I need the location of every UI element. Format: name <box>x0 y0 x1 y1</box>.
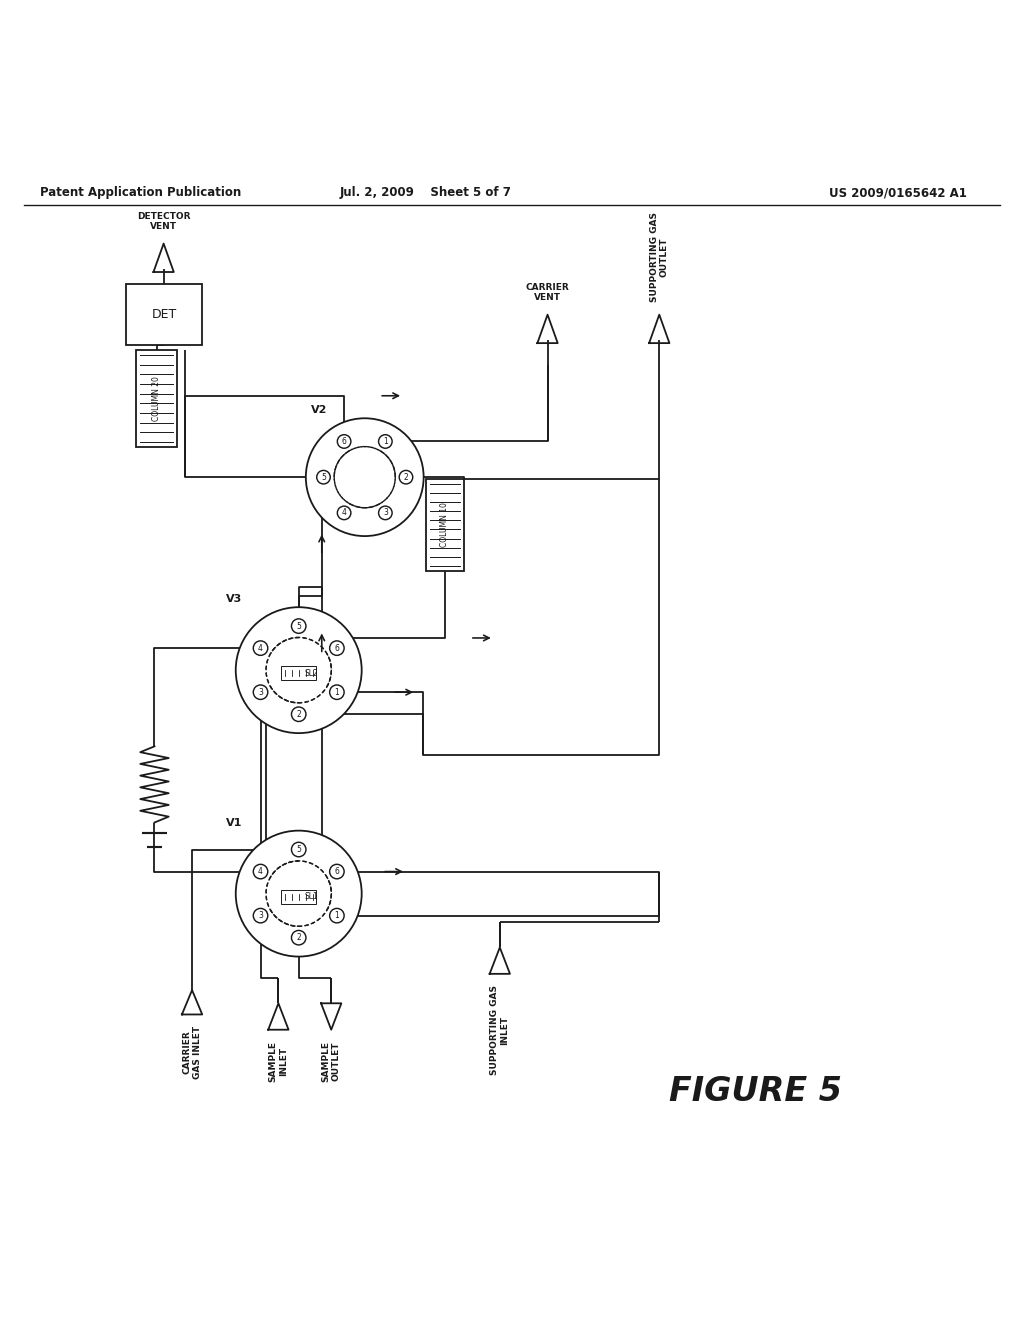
Circle shape <box>292 931 306 945</box>
Text: SUPPORTING GAS
INLET: SUPPORTING GAS INLET <box>490 985 510 1074</box>
Circle shape <box>316 470 331 484</box>
Text: V2: V2 <box>311 405 328 416</box>
Text: 2: 2 <box>296 933 301 942</box>
Circle shape <box>253 642 268 655</box>
Text: CARRIER
GAS INLET: CARRIER GAS INLET <box>182 1026 202 1078</box>
Circle shape <box>292 619 306 634</box>
Text: 5: 5 <box>296 622 301 631</box>
Text: CARRIER
VENT: CARRIER VENT <box>525 282 569 302</box>
Text: 5: 5 <box>322 473 326 482</box>
Text: DET: DET <box>152 308 177 321</box>
Text: V1: V1 <box>225 817 242 828</box>
Bar <box>282 667 316 680</box>
Circle shape <box>330 865 344 879</box>
Circle shape <box>236 607 361 733</box>
Text: SAMPLE
OUTLET: SAMPLE OUTLET <box>322 1041 341 1082</box>
Text: US 2009/0165642 A1: US 2009/0165642 A1 <box>829 186 967 199</box>
Text: SL2: SL2 <box>304 669 318 677</box>
Text: FIGURE 5: FIGURE 5 <box>670 1076 843 1109</box>
Text: Jul. 2, 2009    Sheet 5 of 7: Jul. 2, 2009 Sheet 5 of 7 <box>340 186 512 199</box>
Circle shape <box>253 908 268 923</box>
Circle shape <box>379 434 392 449</box>
Text: 3: 3 <box>383 508 388 517</box>
Text: V3: V3 <box>225 594 242 605</box>
Text: 1: 1 <box>383 437 388 446</box>
Text: 4: 4 <box>258 867 263 876</box>
Circle shape <box>379 506 392 520</box>
Circle shape <box>292 708 306 722</box>
Text: Patent Application Publication: Patent Application Publication <box>40 186 241 199</box>
Circle shape <box>337 434 351 449</box>
Circle shape <box>337 506 351 520</box>
Circle shape <box>253 865 268 879</box>
Text: COLUMN 20: COLUMN 20 <box>152 376 161 421</box>
Text: 3: 3 <box>258 688 263 697</box>
Text: 4: 4 <box>342 508 346 517</box>
Bar <box>426 479 464 570</box>
Bar <box>282 890 316 904</box>
Text: 2: 2 <box>403 473 409 482</box>
Text: 6: 6 <box>335 867 339 876</box>
Text: DETECTOR
VENT: DETECTOR VENT <box>137 213 190 231</box>
Text: SL1: SL1 <box>304 892 318 902</box>
Circle shape <box>253 685 268 700</box>
Text: 3: 3 <box>258 911 263 920</box>
Circle shape <box>330 908 344 923</box>
Text: 6: 6 <box>335 644 339 652</box>
Text: 1: 1 <box>335 688 339 697</box>
Text: 1: 1 <box>335 911 339 920</box>
Text: 2: 2 <box>296 710 301 718</box>
Bar <box>126 284 202 345</box>
Circle shape <box>399 470 413 484</box>
Circle shape <box>236 830 361 957</box>
Text: 6: 6 <box>342 437 346 446</box>
Circle shape <box>330 685 344 700</box>
Text: 4: 4 <box>258 644 263 652</box>
Text: SAMPLE
INLET: SAMPLE INLET <box>268 1041 288 1082</box>
Bar <box>136 350 177 446</box>
Text: 5: 5 <box>296 845 301 854</box>
Text: COLUMN 10: COLUMN 10 <box>440 503 450 548</box>
Circle shape <box>330 642 344 655</box>
Circle shape <box>306 418 424 536</box>
Text: SUPPORTING GAS
OUTLET: SUPPORTING GAS OUTLET <box>649 213 669 302</box>
Circle shape <box>292 842 306 857</box>
